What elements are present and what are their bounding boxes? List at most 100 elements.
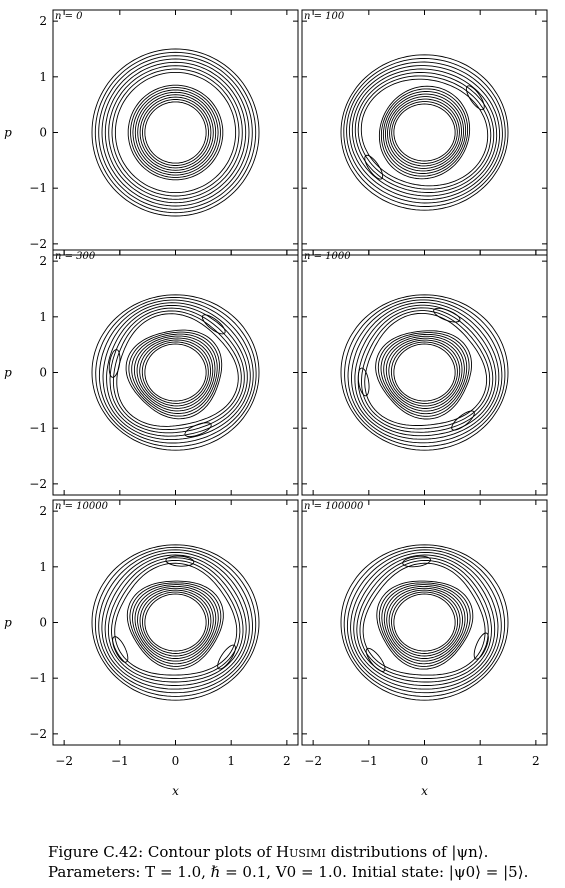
contour-inner: [129, 582, 222, 667]
contour-outer: [114, 71, 237, 194]
contour-outer: [344, 296, 506, 447]
contour-inner: [125, 329, 223, 420]
contour-inner: [137, 587, 214, 659]
contour-lobe: [112, 636, 129, 663]
contour-inner: [139, 96, 212, 169]
contour-inner: [128, 331, 220, 417]
contour-inner: [388, 339, 461, 407]
y-tick-label: 2: [39, 504, 47, 518]
contour-inner: [144, 101, 207, 164]
panel-frame: [52, 9, 299, 256]
caption-line-1: Figure C.42: Contour plots of Husimi dis…: [48, 842, 563, 862]
panel-0: n = 0 2 1 0 −1 −2 p: [4, 9, 299, 256]
panel-4: n = 10000 2 1 0 −1 −2 p −2 −1 0 1 2 x: [4, 499, 299, 798]
contour-outer: [107, 557, 244, 683]
contour-inner: [144, 343, 207, 402]
x-axis-label: x: [421, 784, 428, 798]
contour-outer: [91, 544, 260, 701]
y-tick-label: 2: [39, 254, 47, 268]
contour-inner: [377, 332, 470, 417]
contour-outer: [346, 549, 502, 694]
contour-inner: [386, 587, 463, 659]
panel-label: n = 100: [304, 11, 345, 22]
contour-inner: [380, 88, 469, 177]
contour-outer: [343, 546, 506, 697]
y-axis-label: p: [4, 366, 12, 380]
panel-3: n = 1000: [301, 249, 548, 496]
contour-outer: [346, 61, 503, 204]
contour-inner: [384, 93, 465, 172]
panel-label: n = 300: [55, 251, 96, 262]
contour-inner: [387, 96, 462, 169]
contour-outer: [357, 75, 492, 190]
x-tick-label: −2: [55, 754, 73, 768]
panel-1: n = 100: [301, 9, 548, 256]
panel-label: n = 100000: [304, 501, 364, 512]
x-tick-label: 0: [421, 754, 429, 768]
contour-inner: [380, 333, 468, 415]
contour-outer: [340, 294, 509, 451]
contour-inner: [383, 335, 465, 412]
contour-lobe: [402, 555, 431, 568]
contour-lobe: [184, 422, 212, 438]
contour-outer: [350, 551, 499, 690]
contour-inner: [142, 99, 209, 166]
contour-lobe: [357, 367, 370, 397]
y-tick-label: 0: [39, 366, 47, 380]
contour-inner: [137, 94, 214, 171]
contour-outer: [101, 551, 250, 690]
panel-label: n = 10000: [55, 501, 109, 512]
contour-outer: [111, 559, 241, 679]
contour-inner: [132, 584, 219, 665]
contour-lobe: [473, 632, 489, 660]
contour-lobe: [465, 85, 485, 111]
contour-inner: [142, 591, 209, 654]
contour-inner: [385, 337, 463, 409]
contour-inner: [390, 341, 458, 404]
contour-outer: [360, 78, 489, 187]
contour-outer: [347, 299, 503, 444]
contour-inner: [383, 585, 466, 662]
contour-lobe: [364, 154, 384, 180]
contour-outer: [356, 557, 492, 683]
contour-outer: [98, 549, 253, 694]
panel-frame: [301, 249, 548, 496]
contour-inner: [127, 84, 224, 181]
x-tick-label: −1: [360, 754, 378, 768]
contour-inner: [134, 585, 217, 662]
contour-inner: [126, 580, 224, 670]
contour-outer: [109, 307, 245, 434]
contour-lobe: [108, 349, 121, 378]
contour-inner: [141, 341, 209, 404]
contour-lobe: [451, 410, 475, 431]
contour-outer: [101, 58, 250, 207]
contour-outer: [102, 302, 251, 441]
contour-inner: [130, 87, 221, 178]
contour-lobe: [165, 555, 195, 567]
panel-5: n = 100000 −2 −1 0 1 2 x: [301, 499, 548, 798]
y-tick-label: 1: [39, 310, 47, 324]
contour-outer: [112, 310, 242, 431]
contour-inner: [139, 589, 212, 657]
figure-caption: Figure C.42: Contour plots of Husimi dis…: [48, 842, 563, 882]
y-tick-label: 0: [39, 616, 47, 630]
contour-outer: [362, 562, 486, 676]
contour-outer: [104, 61, 247, 204]
contour-inner: [388, 589, 461, 657]
y-tick-label: 1: [39, 560, 47, 574]
caption-params: Parameters: T = 1.0, ℏ = 0.1, V0 = 1.0. …: [48, 863, 529, 881]
contour-outer: [354, 72, 495, 193]
contour-inner: [382, 91, 467, 174]
contour-inner: [132, 89, 219, 176]
contour-outer: [111, 68, 240, 197]
panel-frame: [52, 249, 299, 496]
panel-label: n = 0: [55, 11, 83, 22]
contour-outer: [348, 65, 501, 200]
contour-outer: [91, 294, 260, 451]
contour-lobe: [217, 644, 236, 670]
contour-inner: [133, 335, 216, 412]
contour-inner: [391, 591, 458, 654]
contour-inner: [389, 98, 460, 167]
contour-outer: [98, 55, 253, 210]
